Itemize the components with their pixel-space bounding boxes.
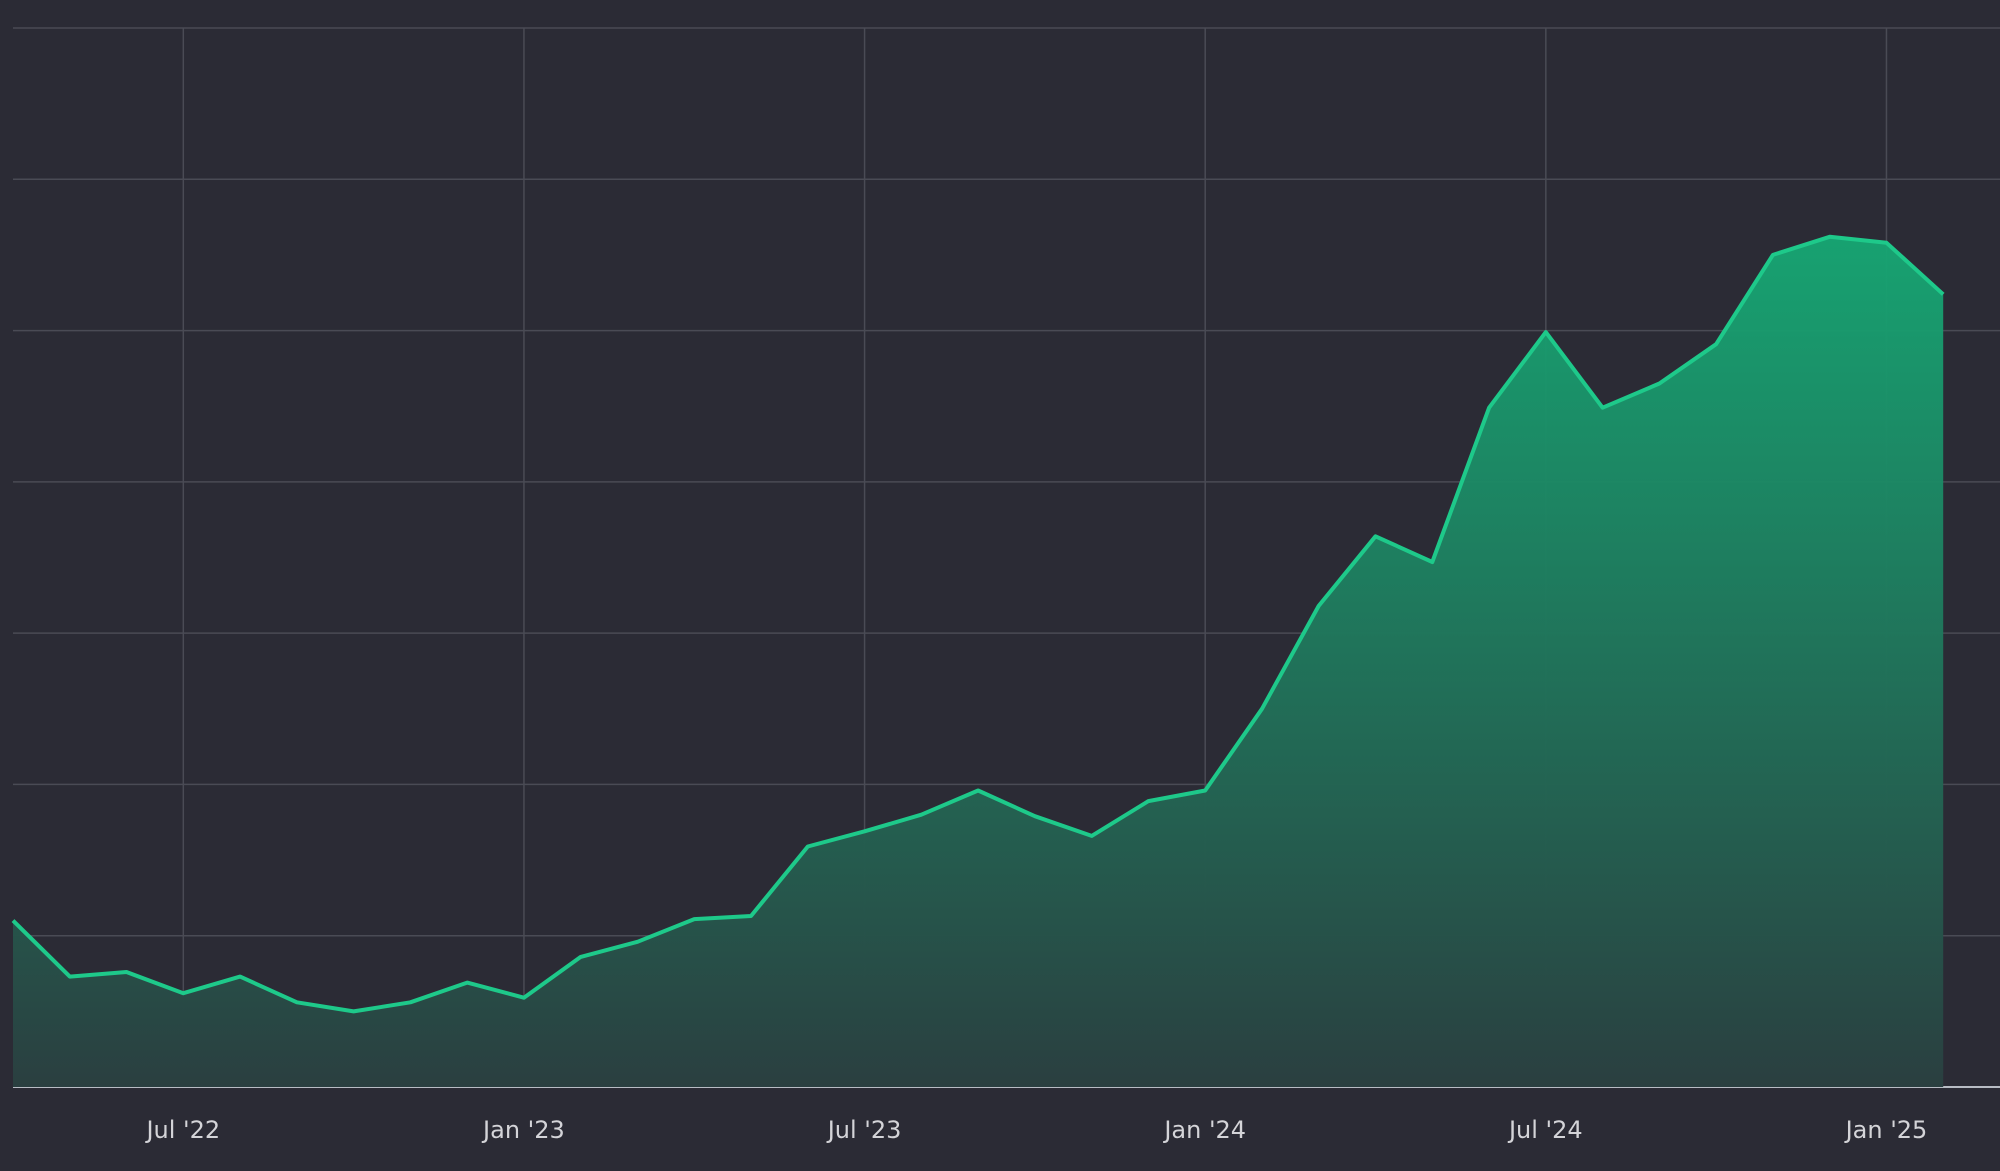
area-line [11,234,1945,1014]
x-tick-label: Jul '24 [1507,1116,1583,1144]
area-fill [13,236,1944,1088]
x-tick-label: Jul '22 [144,1116,220,1144]
x-tick-label: Jan '24 [1162,1116,1246,1144]
x-tick-label: Jul '23 [826,1116,902,1144]
x-tick-label: Jan '23 [481,1116,565,1144]
x-tick-label: Jan '25 [1844,1116,1928,1144]
